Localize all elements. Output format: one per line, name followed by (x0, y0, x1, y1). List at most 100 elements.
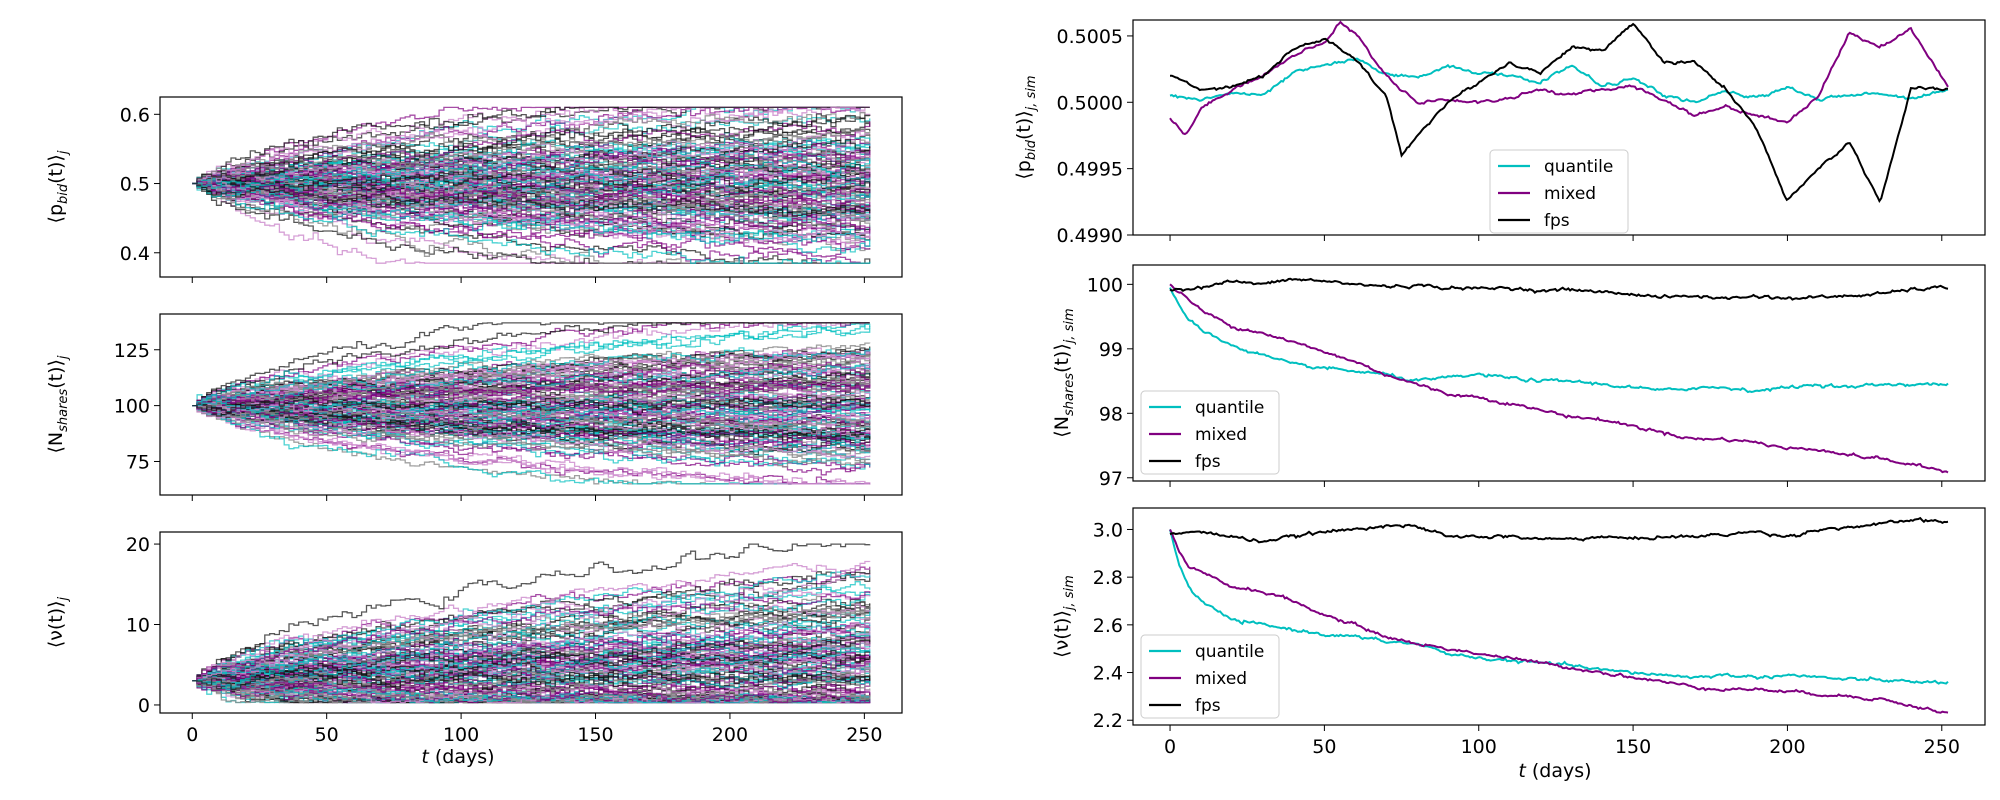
ensemble-path (192, 679, 870, 704)
ensemble-path (192, 182, 871, 254)
ensemble-path (192, 639, 871, 682)
y-axis-label-tail: j (56, 150, 71, 156)
legend-label-fps: fps (1195, 696, 1221, 716)
ensemble-path (192, 106, 870, 185)
legend-box (1140, 634, 1280, 719)
y-axis-label-tail: j, sim (1024, 75, 1039, 112)
plot-area (192, 322, 871, 485)
ensemble-path (192, 182, 871, 211)
y-axis-label-main: ⟨p (45, 204, 67, 223)
ensemble-path (192, 394, 871, 414)
y-tick-label: 20 (126, 534, 150, 556)
ensemble-path (192, 142, 871, 185)
y-axis-label-sub: bid (1024, 139, 1039, 160)
y-tick-label: 0.4990 (1057, 225, 1123, 247)
ensemble-path (192, 560, 871, 683)
ensemble-path (192, 398, 871, 419)
ensemble-path (192, 182, 870, 264)
ensemble-path (192, 673, 871, 693)
ensemble-path (192, 585, 871, 682)
x-tick-label: 150 (1615, 736, 1651, 758)
ensemble-path (192, 113, 871, 185)
x-axis-label-italic: t (421, 746, 430, 768)
plot-area (192, 106, 871, 264)
legend-label-fps: fps (1544, 211, 1570, 231)
ensemble-path (192, 397, 871, 424)
left-x-axis-label: t (days) (421, 746, 494, 768)
y-tick-label: 0.5000 (1057, 92, 1123, 114)
series-line-mixed (1169, 20, 1949, 136)
right-pbid-panel: 0.4990 0.4995 0.5000 0.5005 ⟨pbid(t)⟩j, sim q… (1013, 19, 1986, 247)
ensemble-path (192, 404, 871, 440)
y-axis-label-main: ⟨ν(t)⟩ (45, 600, 67, 648)
y-tick-label: 2.6 (1093, 615, 1123, 637)
axes-frame (1132, 264, 1986, 482)
ensemble-path (192, 404, 870, 485)
y-tick-label: 0 (138, 695, 150, 717)
ensemble-path (192, 158, 871, 189)
ensemble-path (192, 393, 871, 411)
ensemble-path (192, 106, 870, 185)
ensemble-path (192, 351, 871, 407)
legend: quantile mixed fps (1140, 390, 1280, 475)
series-line-fps (1170, 22, 1949, 204)
axes-frame (159, 313, 903, 496)
y-axis-label-main: ⟨N (45, 432, 67, 454)
y-axis-label-main: ⟨ν(t)⟩ (1051, 610, 1073, 658)
y-tick-label: 0.4995 (1057, 159, 1123, 181)
plot-area (1169, 20, 1949, 204)
y-axis-label-tail: j, sim (1062, 575, 1077, 612)
ensemble-path (192, 404, 871, 459)
left-nshares-panel: 75 100 125 ⟨Nshares(t)⟩j (45, 313, 903, 501)
axes-frame (1132, 19, 1986, 236)
y-tick-label: 0.5 (120, 174, 150, 196)
x-tick-label: 200 (1769, 736, 1805, 758)
legend-label-mixed: mixed (1195, 425, 1247, 445)
ensemble-path (192, 621, 871, 682)
ensemble-path (192, 182, 871, 264)
x-tick-label: 150 (577, 724, 613, 746)
ensemble-path (192, 322, 870, 407)
y-axis-label: ⟨ν(t)⟩j (45, 596, 71, 648)
ensemble-path (192, 181, 871, 234)
legend-label-fps: fps (1195, 452, 1221, 472)
ensemble-path (192, 182, 871, 218)
y-axis-label-rest: (t)⟩ (45, 154, 67, 184)
y-axis-label-main: ⟨N (1051, 416, 1073, 438)
y-tick-label: 75 (126, 451, 150, 473)
ensemble-path (192, 402, 871, 430)
legend-label-mixed: mixed (1544, 184, 1596, 204)
axes-frame (1132, 507, 1986, 726)
legend-label-quantile: quantile (1195, 642, 1264, 662)
plot-area (1169, 277, 1949, 474)
y-tick-label: 3.0 (1093, 519, 1123, 541)
ensemble-path (192, 404, 870, 485)
y-tick-label: 10 (126, 615, 150, 637)
series-line-quantile (1169, 287, 1949, 394)
x-tick-label: 100 (1461, 736, 1497, 758)
y-tick-label: 99 (1099, 339, 1123, 361)
left-pbid-panel: 0.4 0.5 0.6 ⟨pbid(t)⟩j (45, 96, 903, 283)
ensemble-path (192, 678, 871, 704)
series-line-mixed (1169, 283, 1949, 474)
y-axis-label-sub: shares (1062, 373, 1077, 416)
ensemble-path (192, 629, 871, 684)
ensemble-path (192, 182, 871, 258)
series-line-fps (1169, 516, 1949, 544)
axes-frame (159, 96, 903, 278)
y-tick-label: 125 (114, 340, 150, 362)
x-tick-label: 250 (846, 724, 882, 746)
y-axis-label-sub: bid (56, 183, 71, 204)
axes-frame (159, 531, 903, 714)
ensemble-path (192, 675, 871, 704)
ensemble-path (192, 146, 871, 185)
series-line-quantile (1169, 57, 1949, 104)
ensemble-path (192, 364, 871, 407)
legend: quantile mixed fps (1489, 149, 1629, 234)
ensemble-path (192, 182, 870, 264)
y-axis-label: ⟨Nshares(t)⟩j (45, 355, 71, 453)
y-tick-label: 100 (1087, 274, 1123, 296)
ensemble-path (192, 591, 871, 682)
